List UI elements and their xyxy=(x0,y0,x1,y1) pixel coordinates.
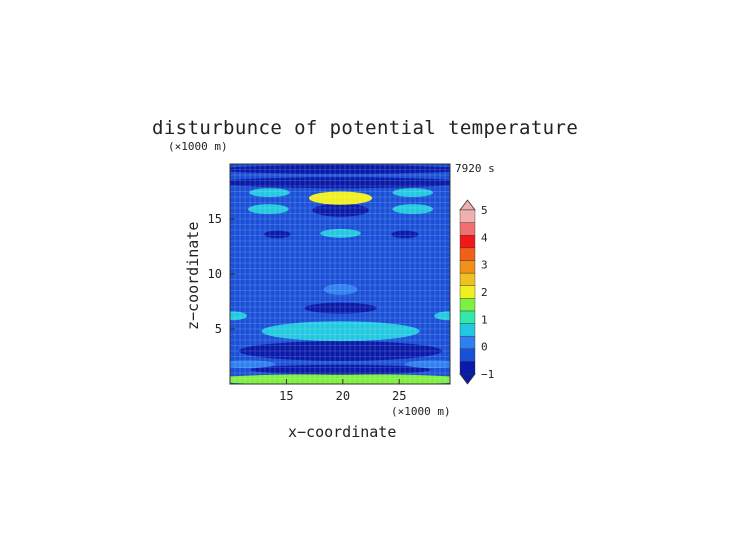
y-tick-label: 10 xyxy=(208,267,222,281)
plot-area xyxy=(230,164,450,384)
colorbar-tick-label: 1 xyxy=(481,313,488,326)
contour-region-3 xyxy=(261,321,420,342)
colorbar-extend-bottom xyxy=(459,373,476,385)
contour-region-7 xyxy=(320,228,361,238)
contour-region-17 xyxy=(391,230,419,239)
contour-region-14 xyxy=(248,204,289,215)
colorbar-segment xyxy=(459,222,476,236)
y-tick-label: 15 xyxy=(208,212,222,226)
contour-region-6 xyxy=(272,263,409,274)
colorbar-segment xyxy=(459,323,476,337)
contour-region-9 xyxy=(308,191,373,205)
x-tick-label: 20 xyxy=(336,389,350,403)
contour-region-12 xyxy=(249,188,290,198)
contour-region-5 xyxy=(323,283,358,295)
contour-region-20 xyxy=(230,360,276,369)
colorbar-segment xyxy=(459,272,476,286)
x-axis: 15 20 25 xyxy=(279,379,406,403)
y-tick-label: 5 xyxy=(215,322,222,336)
colorbar-tick-label: 2 xyxy=(481,286,488,299)
contour-region-13 xyxy=(392,188,434,198)
colorbar-extend-top xyxy=(459,199,476,211)
x-units-label: (×1000 m) xyxy=(391,405,451,418)
contour-region-8 xyxy=(312,203,369,217)
grid-layer xyxy=(230,164,450,384)
colorbar-segment xyxy=(459,310,476,324)
colorbar-tick-label: 0 xyxy=(481,341,488,354)
contour-region-10 xyxy=(230,177,450,189)
contour-region-18 xyxy=(230,311,247,321)
x-axis-label: x−coordinate xyxy=(288,423,396,441)
chart-title: disturbunce of potential temperature xyxy=(152,117,578,139)
contour-region-11 xyxy=(230,165,450,174)
contour-region-21 xyxy=(404,360,450,369)
time-label: 7920 s xyxy=(455,162,495,175)
contour-region-4 xyxy=(304,302,377,314)
colorbar-tick-label: 3 xyxy=(481,259,488,272)
contour-region-2 xyxy=(239,341,443,361)
colorbar-segment xyxy=(459,361,476,375)
colorbar-segment xyxy=(459,235,476,249)
colorbar-segment xyxy=(459,247,476,261)
colorbar-segment xyxy=(459,209,476,223)
colorbar-tick-label: 5 xyxy=(481,204,488,217)
contour-region-15 xyxy=(392,204,434,215)
colorbar-segment xyxy=(459,260,476,274)
colorbar-tick-label: 4 xyxy=(481,231,488,244)
colorbar-segment xyxy=(459,285,476,299)
colorbar-segment xyxy=(459,348,476,362)
colorbar-segment xyxy=(459,335,476,349)
y-axis-label: z−coordinate xyxy=(184,222,202,330)
colorbar-segment xyxy=(459,298,476,312)
contour-region-0 xyxy=(230,374,450,384)
x-tick-label: 25 xyxy=(392,389,406,403)
y-axis: 5 10 15 xyxy=(208,212,235,336)
x-tick-label: 15 xyxy=(279,389,293,403)
contour-layer xyxy=(230,165,450,384)
colorbar-tick-label: −1 xyxy=(481,368,494,381)
contour-region-1 xyxy=(250,364,431,375)
contour-region-16 xyxy=(263,230,291,239)
y-units-label: (×1000 m) xyxy=(168,140,228,153)
contour-region-19 xyxy=(434,311,450,321)
colorbar: −1 0 1 2 3 4 5 xyxy=(459,199,494,385)
